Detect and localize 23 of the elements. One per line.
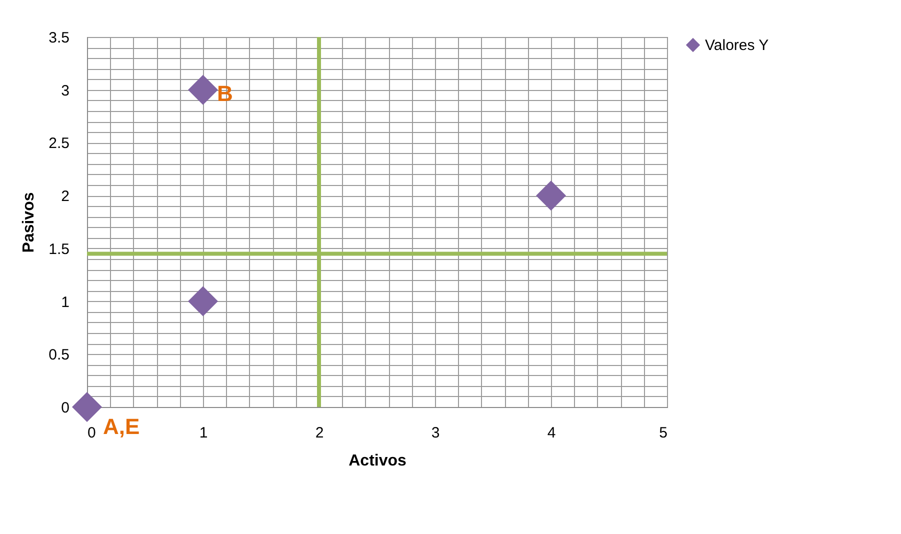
x-tick-label: 1 [199,424,208,442]
point [188,286,218,316]
y-tick-label: 1 [61,294,70,311]
y-tick-label: 0.5 [48,346,70,364]
x-axis-title: Activos [348,452,406,470]
annotation: B [217,80,233,106]
point [72,392,102,422]
x-tick-label: 2 [315,424,324,442]
legend-label: Valores Y [705,37,769,54]
y-tick-label: 3 [61,82,70,100]
y-tick-label: 2.5 [48,135,70,152]
y-tick-label: 2 [61,188,70,206]
x-tick-label: 5 [659,424,668,442]
y-tick-label: 1.5 [48,240,70,258]
annotation: A,E [103,414,140,439]
x-tick-label: 0 [88,424,96,442]
point [536,180,566,211]
x-tick-label: 3 [431,424,440,442]
y-tick-label: 3.5 [48,30,70,46]
point [188,74,218,105]
y-axis-title: Pasivos [20,192,38,253]
y-tick-label: 0 [61,400,70,416]
x-tick-label: 4 [547,424,556,442]
